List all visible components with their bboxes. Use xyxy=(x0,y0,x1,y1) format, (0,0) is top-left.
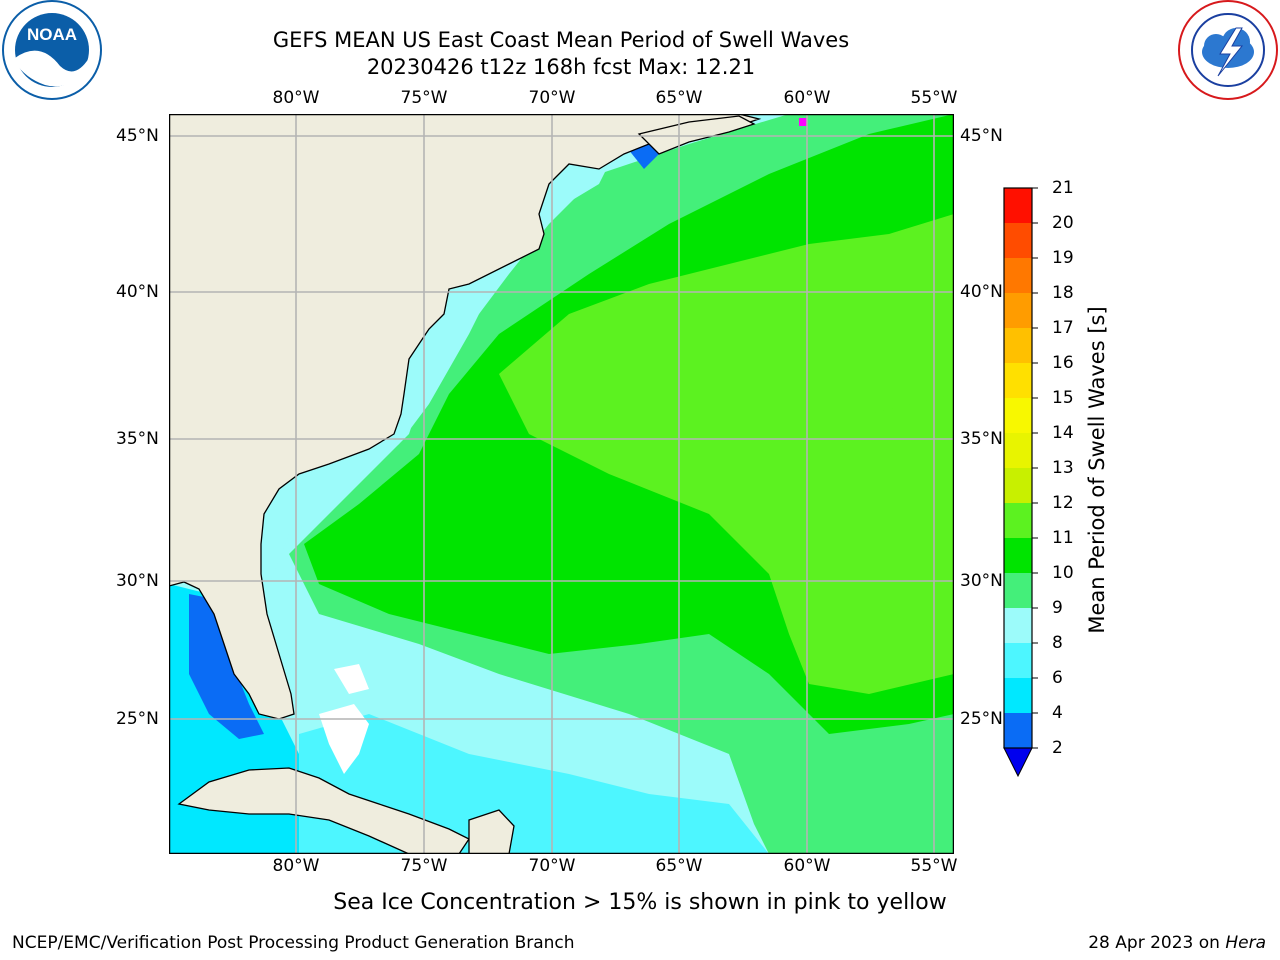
colorbar-tick-label: 12 xyxy=(1052,493,1074,513)
colorbar-tick-label: 13 xyxy=(1052,458,1074,478)
colorbar-tick-label: 19 xyxy=(1052,248,1074,268)
colorbar-segment xyxy=(1004,223,1032,258)
colorbar-tick-label: 15 xyxy=(1052,388,1074,408)
lat-label-right: 40°N xyxy=(960,282,1003,302)
lon-label-bottom: 65°W xyxy=(655,856,703,876)
bahamas-blank-2 xyxy=(334,664,369,694)
lat-label-left: 35°N xyxy=(116,429,159,449)
colorbar-segment xyxy=(1004,503,1032,538)
colorbar-segment xyxy=(1004,433,1032,468)
lon-label-top: 75°W xyxy=(400,88,448,108)
colorbar-tick-label: 6 xyxy=(1052,668,1063,688)
lon-label-top: 60°W xyxy=(783,88,831,108)
lon-label-bottom: 55°W xyxy=(910,856,958,876)
colorbar-segment xyxy=(1004,258,1032,293)
colorbar-segment xyxy=(1004,468,1032,503)
colorbar-segment xyxy=(1004,188,1032,223)
lat-label-left: 40°N xyxy=(116,282,159,302)
map-panel xyxy=(169,114,954,854)
lat-label-right: 45°N xyxy=(960,126,1003,146)
lat-label-right: 35°N xyxy=(960,429,1003,449)
colorbar-segment xyxy=(1004,678,1032,713)
colorbar-tick-label: 8 xyxy=(1052,633,1063,653)
lat-label-left: 45°N xyxy=(116,126,159,146)
colorbar-tick-label: 9 xyxy=(1052,598,1063,618)
credit-date: 28 Apr 2023 on xyxy=(1088,933,1226,953)
colorbar-tick-label: 17 xyxy=(1052,318,1074,338)
colorbar-tick-label: 14 xyxy=(1052,423,1074,443)
lon-label-bottom: 60°W xyxy=(783,856,831,876)
colorbar-segment xyxy=(1004,573,1032,608)
lon-label-top: 55°W xyxy=(910,88,958,108)
lon-label-bottom: 75°W xyxy=(400,856,448,876)
colorbar xyxy=(1003,187,1038,778)
lat-label-right: 25°N xyxy=(960,709,1003,729)
swell-11-12-area xyxy=(499,214,954,694)
lon-label-top: 80°W xyxy=(272,88,320,108)
lon-label-top: 70°W xyxy=(528,88,576,108)
colorbar-tick-label: 4 xyxy=(1052,703,1063,723)
noaa-logo: NOAA xyxy=(2,0,102,100)
nws-logo xyxy=(1178,0,1278,100)
colorbar-label: Mean Period of Swell Waves [s] xyxy=(1085,306,1109,634)
lon-label-top: 65°W xyxy=(655,88,703,108)
colorbar-tick-label: 2 xyxy=(1052,738,1063,758)
coastal-low-band xyxy=(259,144,619,634)
chart-title: GEFS MEAN US East Coast Mean Period of S… xyxy=(272,28,850,52)
colorbar-segment xyxy=(1004,538,1032,573)
credit-right: 28 Apr 2023 on Hera xyxy=(1088,933,1266,953)
lon-label-bottom: 70°W xyxy=(528,856,576,876)
colorbar-tick-label: 11 xyxy=(1052,528,1074,548)
lat-label-left: 30°N xyxy=(116,571,159,591)
colorbar-segment xyxy=(1004,398,1032,433)
swell-2-4-gulf xyxy=(189,594,264,739)
gridlines xyxy=(169,114,954,854)
sea-ice-marker xyxy=(799,118,807,126)
colorbar-tick-label: 20 xyxy=(1052,213,1074,233)
credit-host: Hera xyxy=(1225,933,1266,953)
colorbar-segment xyxy=(1004,363,1032,398)
colorbar-tick-label: 18 xyxy=(1052,283,1074,303)
chart-subtitle: 20230426 t12z 168h fcst Max: 12.21 xyxy=(366,55,756,79)
lon-label-bottom: 80°W xyxy=(272,856,320,876)
hispaniola-land xyxy=(468,809,515,854)
swell-11-12-east xyxy=(809,394,954,634)
lat-label-left: 25°N xyxy=(116,709,159,729)
colorbar-tick-label: 16 xyxy=(1052,353,1074,373)
colorbar-under-arrow xyxy=(1003,747,1033,778)
noaa-logo-text: NOAA xyxy=(27,25,77,44)
north-america-land xyxy=(169,114,762,720)
colorbar-segment xyxy=(1004,293,1032,328)
colorbar-segment xyxy=(1004,643,1032,678)
bahamas-blank xyxy=(319,704,369,774)
colorbar-segment xyxy=(1004,713,1032,748)
cuba-land xyxy=(177,767,470,854)
colorbar-tick-label: 21 xyxy=(1052,178,1074,198)
credit-left: NCEP/EMC/Verification Post Processing Pr… xyxy=(12,933,575,953)
map-frame xyxy=(169,114,954,854)
nova-scotia-land xyxy=(637,115,756,155)
colorbar-tick-label: 10 xyxy=(1052,563,1074,583)
colorbar-segment xyxy=(1004,328,1032,363)
lat-label-right: 30°N xyxy=(960,571,1003,591)
sea-ice-note: Sea Ice Concentration > 15% is shown in … xyxy=(333,890,947,915)
colorbar-segment xyxy=(1004,608,1032,643)
